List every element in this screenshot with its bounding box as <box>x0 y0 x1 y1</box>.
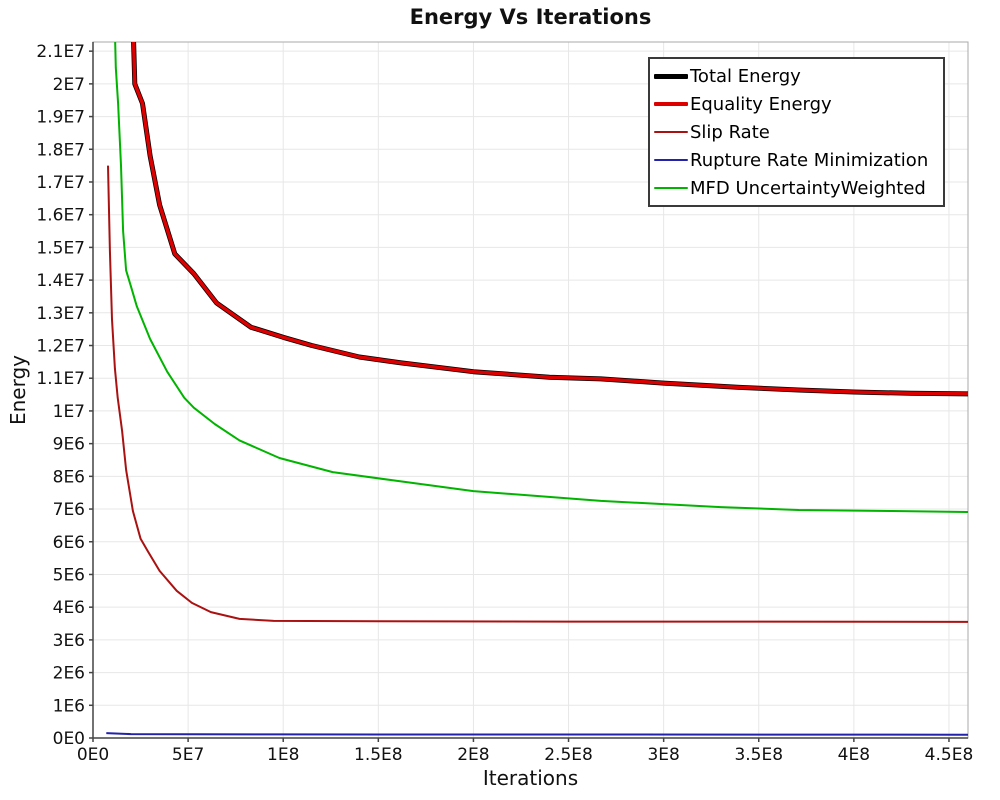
legend-label: MFD UncertaintyWeighted <box>690 177 926 199</box>
y-tick-label: 5E6 <box>53 565 85 585</box>
x-tick-label: 0E0 <box>77 745 109 765</box>
y-tick-label: 4E6 <box>53 598 85 618</box>
legend-swatch <box>654 159 688 161</box>
legend-swatch <box>654 73 688 79</box>
y-tick-label: 1.3E7 <box>36 304 85 324</box>
x-tick-label: 2.5E8 <box>544 745 593 765</box>
y-tick-label: 7E6 <box>53 500 85 520</box>
y-tick-label: 2E6 <box>53 664 85 684</box>
legend-item: MFD UncertaintyWeighted <box>654 174 937 202</box>
chart-title: Energy Vs Iterations <box>409 5 652 29</box>
series-line-mfd-uncertaintyweighted <box>114 42 968 513</box>
legend-item: Total Energy <box>654 62 937 90</box>
y-tick-label: 1.6E7 <box>36 206 85 226</box>
y-tick-label: 1.8E7 <box>36 140 85 160</box>
y-tick-label: 3E6 <box>53 631 85 651</box>
legend-label: Slip Rate <box>690 121 770 143</box>
y-tick-label: 1.9E7 <box>36 108 85 128</box>
y-tick-label: 1.5E7 <box>36 238 85 258</box>
y-tick-label: 2.1E7 <box>36 42 85 62</box>
y-tick-label: 1.1E7 <box>36 369 85 389</box>
legend-label: Total Energy <box>690 65 801 87</box>
legend-item: Equality Energy <box>654 90 937 118</box>
y-tick-label: 9E6 <box>53 435 85 455</box>
y-tick-label: 0E0 <box>53 729 85 749</box>
x-tick-label: 4E8 <box>838 745 870 765</box>
y-tick-label: 1E7 <box>53 402 85 422</box>
x-tick-label: 2E8 <box>457 745 489 765</box>
legend-item: Rupture Rate Minimization <box>654 146 937 174</box>
series-line-rupture-rate-minimization <box>106 732 968 736</box>
legend: Total Energy Equality Energy Slip Rate Rupt… <box>648 57 945 207</box>
x-tick-label: 4.5E8 <box>925 745 974 765</box>
y-tick-label: 1.4E7 <box>36 271 85 291</box>
legend-swatch <box>654 102 688 106</box>
y-tick-label: 1.2E7 <box>36 337 85 357</box>
y-tick-label: 2E7 <box>53 75 85 95</box>
legend-swatch <box>654 187 688 189</box>
series-line-slip-rate <box>107 165 968 623</box>
x-tick-label: 1E8 <box>267 745 299 765</box>
series-line-equality-energy <box>131 42 968 396</box>
legend-label: Rupture Rate Minimization <box>690 149 929 171</box>
legend-label: Equality Energy <box>690 93 832 115</box>
y-tick-label: 8E6 <box>53 467 85 487</box>
x-axis-label: Iterations <box>482 766 579 790</box>
y-tick-label: 1E6 <box>53 696 85 716</box>
y-tick-label: 1.7E7 <box>36 173 85 193</box>
legend-item: Slip Rate <box>654 118 937 146</box>
x-tick-label: 3.5E8 <box>734 745 783 765</box>
x-tick-label: 3E8 <box>647 745 679 765</box>
x-tick-label: 5E7 <box>172 745 204 765</box>
legend-swatch <box>654 131 688 133</box>
y-tick-label: 6E6 <box>53 533 85 553</box>
x-tick-label: 1.5E8 <box>354 745 403 765</box>
